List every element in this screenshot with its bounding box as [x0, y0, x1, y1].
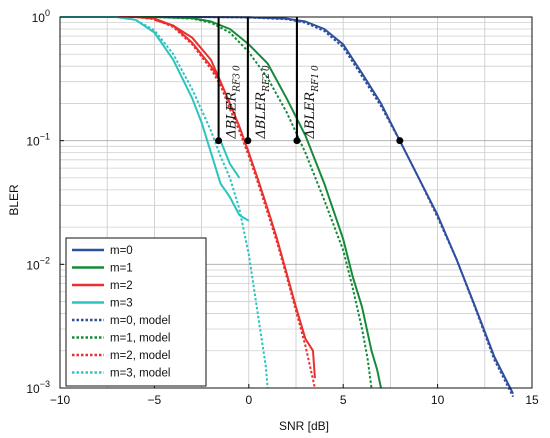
series-line-m-1-model [60, 16, 373, 389]
delta-bler-label: ΔBLERRF10 [303, 65, 321, 140]
x-tick-label: 5 [340, 393, 347, 407]
legend: m=0 m=1 m=2 m=3 m=0, model m=1, model m=2, mod… [65, 237, 207, 387]
x-tick-label: −5 [148, 393, 162, 407]
x-tick-label: 10 [431, 393, 445, 407]
delta-bler-label: ΔBLERRF30 [225, 65, 243, 140]
series-segment-m-2 [154, 18, 222, 83]
legend-entry: m=3 [110, 298, 133, 310]
x-tick-label: −10 [50, 393, 71, 407]
x-tick-label: 0 [245, 393, 252, 407]
tick-labels: −10 −5 0 5 10 15 100 10−1 10−2 10−3 [26, 8, 539, 407]
y-tick-label: 10−1 [26, 132, 50, 149]
legend-entry: m=3, model [110, 368, 170, 380]
legend-box [65, 237, 207, 387]
delta-bler-label: ΔBLERRF20 [254, 65, 272, 140]
legend-entry: m=2, model [110, 350, 170, 362]
plot-frame [59, 16, 533, 389]
legend-entry: m=0, model [110, 315, 170, 327]
series-line-m-0-model [60, 16, 514, 398]
annotation-layer: ΔBLERRF30 ΔBLERRF20 ΔBLERRF10 [217, 17, 321, 141]
legend-entry: m=1, model [110, 333, 170, 345]
y-tick-label: 100 [32, 8, 50, 25]
x-axis-label: SNR [dB] [279, 419, 329, 433]
y-tick-label: 10−3 [26, 379, 50, 396]
series-segment-m-3 [219, 140, 241, 179]
series-line-m-3-model [60, 16, 269, 389]
y-axis-label: BLER [7, 184, 21, 216]
x-tick-label: 15 [525, 393, 539, 407]
y-tick-label: 10−2 [26, 255, 50, 272]
legend-entry: m=1 [110, 263, 133, 275]
legend-entry: m=2 [110, 280, 133, 292]
legend-entry: m=0 [110, 245, 133, 257]
bler-threshold-marker [396, 137, 404, 145]
